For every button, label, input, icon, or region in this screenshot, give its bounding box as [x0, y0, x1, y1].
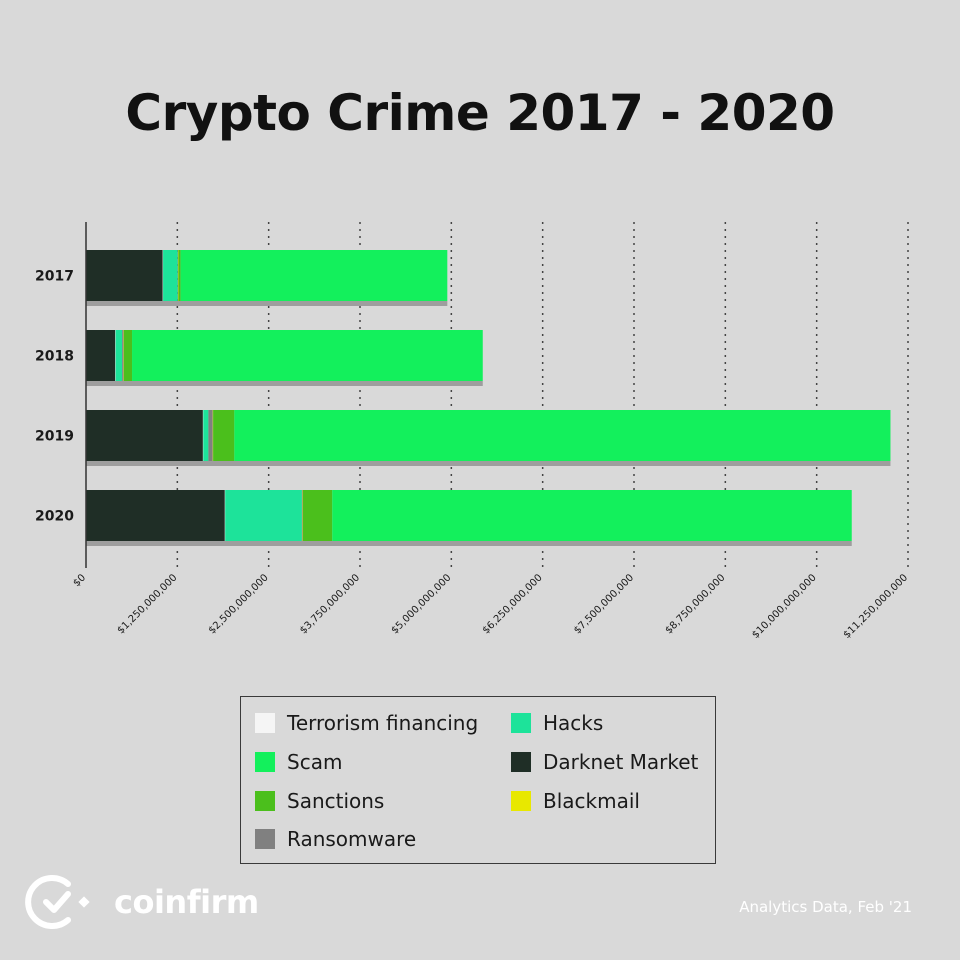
- legend-swatch: [511, 791, 531, 811]
- legend-swatch: [511, 713, 531, 733]
- legend-label: Ransomware: [287, 827, 417, 851]
- bar-shadow: [86, 461, 891, 466]
- legend-swatch: [255, 752, 275, 772]
- bar-segment: [202, 410, 204, 461]
- source-note: Analytics Data, Feb '21: [739, 898, 912, 916]
- legend-item-scam: Scam: [255, 750, 342, 774]
- legend-swatch: [255, 829, 275, 849]
- category-label: 2017: [35, 269, 74, 285]
- bar-segment: [203, 410, 209, 461]
- legend-swatch: [255, 791, 275, 811]
- bar-segment: [208, 410, 213, 461]
- legend-item-ransomware: Ransomware: [255, 827, 416, 851]
- bar-segment: [132, 330, 483, 381]
- legend-label: Sanctions: [287, 789, 385, 813]
- bar-segment: [178, 250, 179, 301]
- legend-item-terrorism-financing: Terrorism financing: [255, 711, 478, 735]
- legend-label: Terrorism financing: [287, 711, 479, 735]
- bar-segment: [162, 250, 164, 301]
- bar-segment: [86, 410, 203, 461]
- legend-label: Hacks: [543, 711, 604, 735]
- x-tick-label: $8,750,000,000: [663, 572, 727, 636]
- x-tick-label: $10,000,000,000: [750, 572, 819, 641]
- bar-segment: [123, 330, 133, 381]
- bar-segment: [122, 330, 124, 381]
- bar-segment: [86, 490, 225, 541]
- x-tick-label: $0: [71, 572, 88, 589]
- bar-segment: [115, 330, 116, 381]
- bar-segment: [115, 330, 123, 381]
- bar-shadow: [86, 381, 483, 386]
- x-tick-label: $7,500,000,000: [572, 572, 636, 636]
- brand-logo: coinfirm: [24, 870, 259, 934]
- bar-segment: [177, 250, 179, 301]
- bar-segment: [123, 330, 125, 381]
- x-tick-label: $6,250,000,000: [481, 572, 545, 636]
- x-tick-label: $3,750,000,000: [298, 572, 362, 636]
- bar-segment: [86, 250, 163, 301]
- bar-shadow: [86, 541, 852, 546]
- legend-label: Darknet Market: [543, 750, 699, 774]
- x-tick-label: $1,250,000,000: [115, 572, 179, 636]
- legend-label: Scam: [287, 750, 343, 774]
- bar-segment: [180, 250, 448, 301]
- legend-swatch: [255, 713, 275, 733]
- bar-segment: [163, 250, 178, 301]
- bar-segment: [301, 490, 303, 541]
- bar-segment: [224, 490, 226, 541]
- category-label: 2018: [35, 349, 74, 365]
- category-label: 2020: [35, 509, 74, 525]
- bar-segment: [234, 410, 891, 461]
- legend-label: Blackmail: [543, 789, 640, 813]
- legend-item-hacks: Hacks: [511, 711, 603, 735]
- x-tick-label: $5,000,000,000: [389, 572, 453, 636]
- chart-title: Crypto Crime 2017 - 2020: [125, 84, 835, 142]
- legend: Terrorism financing Hacks Scam Darknet M…: [240, 696, 716, 864]
- stacked-bar-chart: 2017 2018 2019 2020 $0 $1,250,000,000 $2,500,0…: [35, 222, 911, 641]
- bar-segment: [303, 490, 333, 541]
- bar-segment: [332, 490, 852, 541]
- bar-segment: [225, 490, 302, 541]
- legend-item-darknet-market: Darknet Market: [511, 750, 698, 774]
- bar-shadow: [86, 301, 448, 306]
- bar-segment: [302, 490, 304, 541]
- bar-segment: [212, 410, 214, 461]
- legend-item-sanctions: Sanctions: [255, 789, 384, 813]
- x-tick-label: $2,500,000,000: [207, 572, 271, 636]
- x-tick-label: $11,250,000,000: [842, 572, 911, 641]
- bar-segment: [86, 330, 116, 381]
- category-label: 2019: [35, 429, 74, 445]
- legend-item-blackmail: Blackmail: [511, 789, 640, 813]
- coinfirm-logo-icon: [25, 875, 90, 929]
- brand-name: coinfirm: [114, 883, 259, 921]
- bar-segment: [178, 250, 181, 301]
- legend-swatch: [511, 752, 531, 772]
- bar-segment: [213, 410, 235, 461]
